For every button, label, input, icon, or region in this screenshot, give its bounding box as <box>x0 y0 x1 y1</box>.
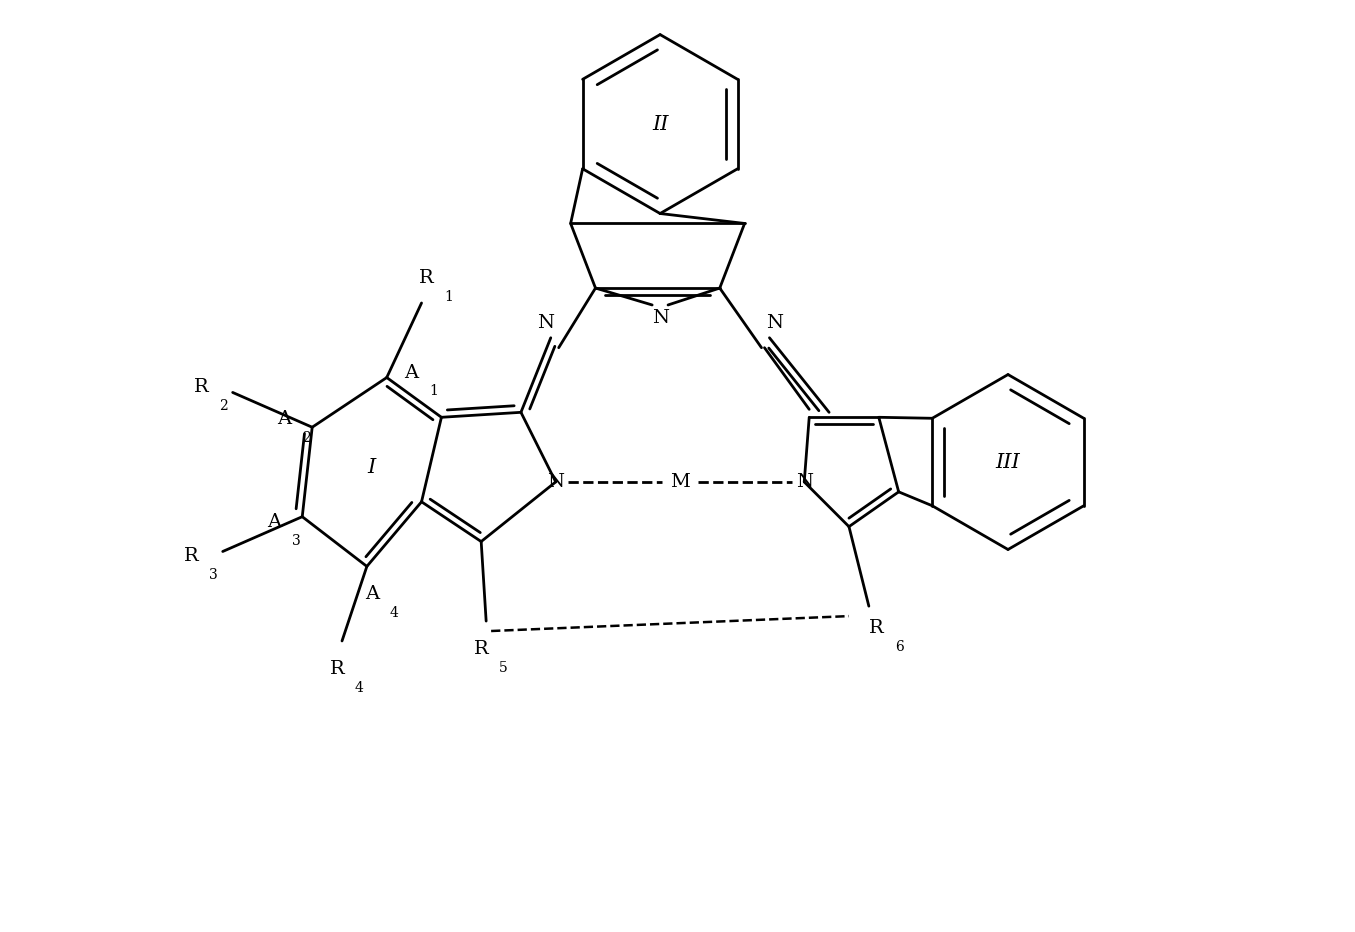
Text: N: N <box>766 314 783 332</box>
Text: R: R <box>870 619 885 637</box>
Text: 1: 1 <box>430 385 439 399</box>
Text: 3: 3 <box>209 569 218 582</box>
Text: R: R <box>474 640 489 658</box>
Text: 1: 1 <box>444 290 454 304</box>
Text: R: R <box>194 378 209 396</box>
Text: M: M <box>671 473 690 491</box>
Text: A: A <box>267 513 282 530</box>
Text: N: N <box>795 473 813 491</box>
Text: I: I <box>367 459 375 477</box>
Text: A: A <box>364 585 379 603</box>
Text: R: R <box>329 660 344 678</box>
Text: II: II <box>652 115 668 133</box>
Text: 4: 4 <box>355 680 363 694</box>
Text: 3: 3 <box>293 534 301 548</box>
Text: A: A <box>278 410 291 429</box>
Text: 5: 5 <box>499 661 508 675</box>
Text: 4: 4 <box>390 606 398 620</box>
Text: A: A <box>405 363 419 381</box>
Text: 2: 2 <box>302 432 312 445</box>
Text: R: R <box>183 547 198 566</box>
Text: 2: 2 <box>218 400 228 414</box>
Text: R: R <box>419 269 434 287</box>
Text: 6: 6 <box>894 640 904 654</box>
Text: N: N <box>652 308 668 327</box>
Text: III: III <box>996 453 1020 472</box>
Text: N: N <box>538 314 554 332</box>
Text: N: N <box>547 473 564 491</box>
